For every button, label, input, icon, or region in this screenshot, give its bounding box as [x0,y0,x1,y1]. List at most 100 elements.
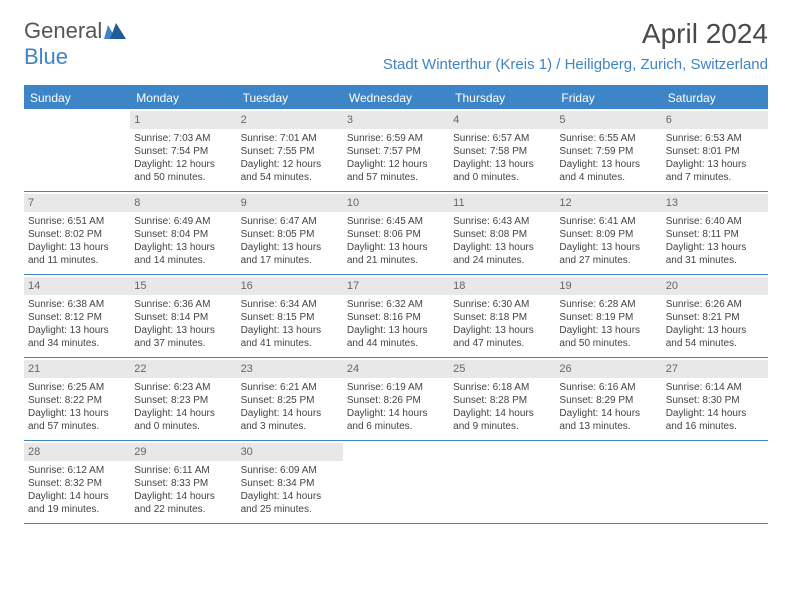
day-number: 8 [130,194,236,212]
day-number: 11 [449,194,555,212]
sunset-text: Sunset: 8:04 PM [134,228,232,241]
sunset-text: Sunset: 8:23 PM [134,394,232,407]
daylight-text: Daylight: 12 hours and 54 minutes. [241,158,339,184]
day-cell: 20Sunrise: 6:26 AMSunset: 8:21 PMDayligh… [662,275,768,357]
day-number: 24 [343,360,449,378]
sunrise-text: Sunrise: 6:19 AM [347,381,445,394]
sunrise-text: Sunrise: 6:38 AM [28,298,126,311]
day-cell [662,441,768,523]
daylight-text: Daylight: 14 hours and 13 minutes. [559,407,657,433]
day-cell: 13Sunrise: 6:40 AMSunset: 8:11 PMDayligh… [662,192,768,274]
day-number: 30 [237,443,343,461]
day-cell: 26Sunrise: 6:16 AMSunset: 8:29 PMDayligh… [555,358,661,440]
sunrise-text: Sunrise: 6:23 AM [134,381,232,394]
sunset-text: Sunset: 8:25 PM [241,394,339,407]
daylight-text: Daylight: 13 hours and 14 minutes. [134,241,232,267]
calendar: Sunday Monday Tuesday Wednesday Thursday… [24,85,768,524]
daylight-text: Daylight: 12 hours and 50 minutes. [134,158,232,184]
daylight-text: Daylight: 13 hours and 31 minutes. [666,241,764,267]
day-number: 2 [237,111,343,129]
sunset-text: Sunset: 8:01 PM [666,145,764,158]
daylight-text: Daylight: 13 hours and 44 minutes. [347,324,445,350]
daylight-text: Daylight: 13 hours and 34 minutes. [28,324,126,350]
day-number: 27 [662,360,768,378]
daylight-text: Daylight: 14 hours and 22 minutes. [134,490,232,516]
day-cell: 15Sunrise: 6:36 AMSunset: 8:14 PMDayligh… [130,275,236,357]
sunrise-text: Sunrise: 7:01 AM [241,132,339,145]
sunset-text: Sunset: 8:19 PM [559,311,657,324]
sunrise-text: Sunrise: 6:49 AM [134,215,232,228]
location-subtitle: Stadt Winterthur (Kreis 1) / Heiligberg,… [383,56,768,73]
daylight-text: Daylight: 13 hours and 41 minutes. [241,324,339,350]
day-number: 3 [343,111,449,129]
dow-tuesday: Tuesday [237,87,343,109]
day-cell: 12Sunrise: 6:41 AMSunset: 8:09 PMDayligh… [555,192,661,274]
sunrise-text: Sunrise: 6:14 AM [666,381,764,394]
day-cell: 21Sunrise: 6:25 AMSunset: 8:22 PMDayligh… [24,358,130,440]
sunrise-text: Sunrise: 6:59 AM [347,132,445,145]
day-cell: 5Sunrise: 6:55 AMSunset: 7:59 PMDaylight… [555,109,661,191]
daylight-text: Daylight: 13 hours and 47 minutes. [453,324,551,350]
daylight-text: Daylight: 13 hours and 27 minutes. [559,241,657,267]
day-cell: 7Sunrise: 6:51 AMSunset: 8:02 PMDaylight… [24,192,130,274]
day-number: 18 [449,277,555,295]
day-cell: 8 Sunrise: 6:49 AMSunset: 8:04 PMDaylight… [130,192,236,274]
day-cell: 3Sunrise: 6:59 AMSunset: 7:57 PMDaylight… [343,109,449,191]
sunrise-text: Sunrise: 6:47 AM [241,215,339,228]
sunset-text: Sunset: 8:15 PM [241,311,339,324]
day-number [24,111,130,115]
sunset-text: Sunset: 8:16 PM [347,311,445,324]
daylight-text: Daylight: 14 hours and 3 minutes. [241,407,339,433]
sunset-text: Sunset: 8:32 PM [28,477,126,490]
day-number: 5 [555,111,661,129]
month-title: April 2024 [383,18,768,50]
day-number: 10 [343,194,449,212]
sunrise-text: Sunrise: 6:30 AM [453,298,551,311]
day-number: 7 [24,194,130,212]
calendar-body: 1Sunrise: 7:03 AMSunset: 7:54 PMDaylight… [24,109,768,524]
sunset-text: Sunset: 8:18 PM [453,311,551,324]
day-number: 9 [237,194,343,212]
day-cell [24,109,130,191]
sunrise-text: Sunrise: 6:43 AM [453,215,551,228]
sunrise-text: Sunrise: 6:12 AM [28,464,126,477]
week-row: 1Sunrise: 7:03 AMSunset: 7:54 PMDaylight… [24,109,768,192]
sunset-text: Sunset: 8:12 PM [28,311,126,324]
logo-mark-icon [104,23,126,39]
daylight-text: Daylight: 13 hours and 17 minutes. [241,241,339,267]
day-cell: 24Sunrise: 6:19 AMSunset: 8:26 PMDayligh… [343,358,449,440]
sunrise-text: Sunrise: 6:34 AM [241,298,339,311]
sunrise-text: Sunrise: 6:53 AM [666,132,764,145]
sunrise-text: Sunrise: 6:18 AM [453,381,551,394]
day-cell: 23 Sunrise: 6:21 AMSunset: 8:25 PMDayligh… [237,358,343,440]
day-cell: 2 Sunrise: 7:01 AMSunset: 7:55 PMDaylight… [237,109,343,191]
dow-sunday: Sunday [24,87,130,109]
sunset-text: Sunset: 7:55 PM [241,145,339,158]
daylight-text: Daylight: 14 hours and 25 minutes. [241,490,339,516]
sunrise-text: Sunrise: 6:26 AM [666,298,764,311]
sunset-text: Sunset: 7:54 PM [134,145,232,158]
sunrise-text: Sunrise: 7:03 AM [134,132,232,145]
sunset-text: Sunset: 8:33 PM [134,477,232,490]
sunset-text: Sunset: 8:21 PM [666,311,764,324]
day-number: 21 [24,360,130,378]
dow-monday: Monday [130,87,236,109]
day-cell: 11Sunrise: 6:43 AMSunset: 8:08 PMDayligh… [449,192,555,274]
sunrise-text: Sunrise: 6:16 AM [559,381,657,394]
day-number: 26 [555,360,661,378]
day-cell [343,441,449,523]
daylight-text: Daylight: 13 hours and 0 minutes. [453,158,551,184]
day-number: 23 [237,360,343,378]
day-number: 4 [449,111,555,129]
day-cell: 1Sunrise: 7:03 AMSunset: 7:54 PMDaylight… [130,109,236,191]
week-row: 21Sunrise: 6:25 AMSunset: 8:22 PMDayligh… [24,358,768,441]
daylight-text: Daylight: 12 hours and 57 minutes. [347,158,445,184]
sunset-text: Sunset: 7:58 PM [453,145,551,158]
logo-text-2: Blue [24,44,68,70]
sunrise-text: Sunrise: 6:21 AM [241,381,339,394]
logo-text-1: General [24,18,102,44]
day-number: 17 [343,277,449,295]
day-cell: 10Sunrise: 6:45 AMSunset: 8:06 PMDayligh… [343,192,449,274]
sunrise-text: Sunrise: 6:36 AM [134,298,232,311]
day-cell: 6Sunrise: 6:53 AMSunset: 8:01 PMDaylight… [662,109,768,191]
